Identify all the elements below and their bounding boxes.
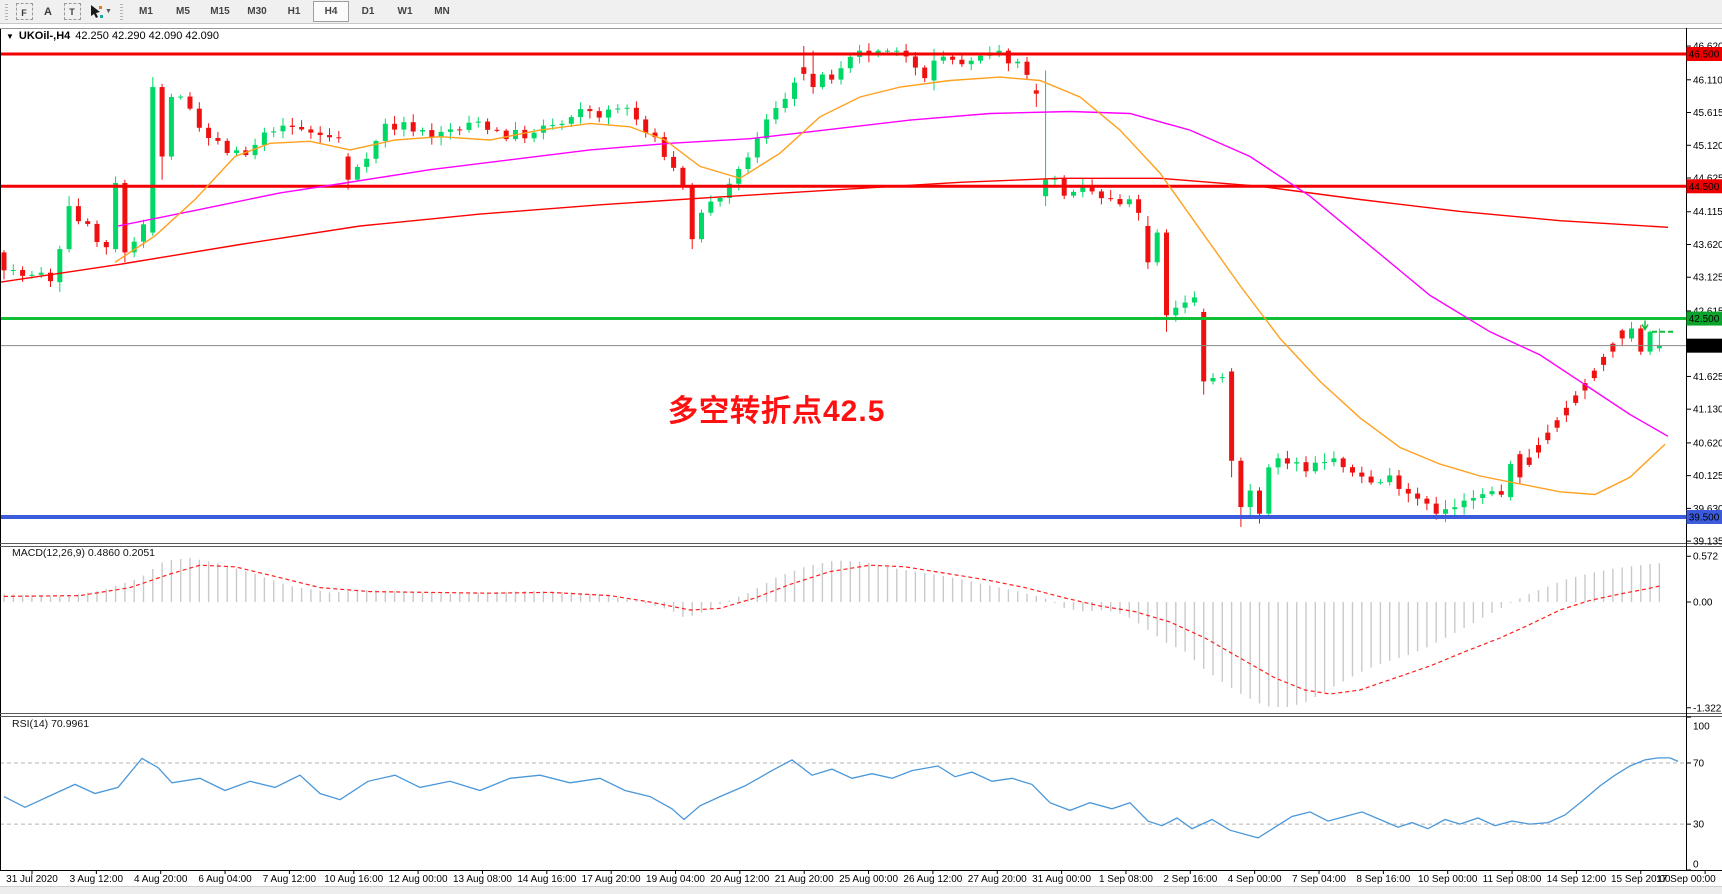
macd-axis-label: 0.572 xyxy=(1693,552,1718,563)
date-axis-label: 4 Aug 20:00 xyxy=(134,874,188,885)
date-axis-label: 6 Aug 04:00 xyxy=(198,874,252,885)
date-axis-label: 19 Aug 04:00 xyxy=(646,874,705,885)
timeframe-button-MN[interactable]: MN xyxy=(434,6,450,17)
horizontal-level-lines xyxy=(0,52,1686,519)
price-tag-46.500: 46.500 xyxy=(1689,50,1720,61)
date-axis-label: 10 Sep 00:00 xyxy=(1418,874,1478,885)
date-axis-label: 15 Sep 20:00 xyxy=(1611,874,1671,885)
date-axis-label: 13 Aug 08:00 xyxy=(453,874,512,885)
timeframe-button-M30[interactable]: M30 xyxy=(247,6,267,17)
rsi-line xyxy=(3,757,1679,839)
rsi-indicator-label: RSI(14) 70.9961 xyxy=(12,718,90,730)
timeframe-button-W1[interactable]: W1 xyxy=(397,6,413,17)
timeframe-button-M15[interactable]: M15 xyxy=(210,6,230,17)
price-axis-label: 41.130 xyxy=(1693,405,1722,416)
rsi-axis-label: 100 xyxy=(1693,722,1710,733)
price-axis-label: 39.135 xyxy=(1693,537,1722,548)
text-t-glyph: T xyxy=(69,6,75,17)
price-axis-label: 43.620 xyxy=(1693,240,1722,251)
date-axis-label: 12 Aug 00:00 xyxy=(389,874,448,885)
price-axis-label: 46.110 xyxy=(1693,75,1722,86)
timeframe-button-D1[interactable]: D1 xyxy=(361,6,375,17)
date-axis-label: 31 Jul 2020 xyxy=(6,874,58,885)
rsi-axis-label: 30 xyxy=(1693,820,1705,831)
price-tag-42.500: 42.500 xyxy=(1689,314,1720,325)
date-axis-label: 2 Sep 16:00 xyxy=(1163,874,1217,885)
toolbar-grip-2[interactable] xyxy=(120,3,123,20)
price-axis: 46.62046.11045.61545.12044.62544.11543.6… xyxy=(1686,42,1722,871)
text-box-icon[interactable]: T xyxy=(61,2,83,22)
price-axis-label: 40.620 xyxy=(1693,438,1722,449)
date-axis-label: 31 Aug 00:00 xyxy=(1032,874,1091,885)
indicator-f-glyph: F xyxy=(21,8,27,18)
text-label-icon[interactable]: A xyxy=(37,2,59,22)
macd-signal-line xyxy=(3,564,1663,695)
chart-annotation-text: 多空转折点42.5 xyxy=(668,395,886,428)
price-axis-label: 44.625 xyxy=(1693,174,1722,185)
symbol-period-label: UKOil-,H4 xyxy=(18,30,71,42)
macd-histogram xyxy=(3,558,1661,708)
chart-dropdown-icon[interactable]: ▼ xyxy=(6,31,14,41)
price-axis-label: 39.630 xyxy=(1693,504,1722,515)
date-axis-label: 8 Sep 16:00 xyxy=(1356,874,1410,885)
date-axis-label: 10 Aug 16:00 xyxy=(324,874,383,885)
price-axis-label: 45.120 xyxy=(1693,141,1722,152)
date-axis-label: 7 Sep 04:00 xyxy=(1292,874,1346,885)
price-axis-label: 41.625 xyxy=(1693,372,1722,383)
cursor-icon xyxy=(91,4,104,18)
rsi-axis-label: 0 xyxy=(1693,860,1699,871)
date-axis-label: 14 Aug 16:00 xyxy=(517,874,576,885)
date-axis-label: 4 Sep 00:00 xyxy=(1228,874,1282,885)
chevron-down-icon: ▼ xyxy=(105,8,112,15)
timeframe-button-H1[interactable]: H1 xyxy=(287,6,301,17)
ma-orange xyxy=(114,76,1666,496)
ma-red-slow xyxy=(0,177,1669,283)
timeframe-button-M5[interactable]: M5 xyxy=(176,6,190,17)
date-axis-label: 7 Aug 12:00 xyxy=(263,874,317,885)
timeframe-button-M1[interactable]: M1 xyxy=(139,6,153,17)
price-tag-44.500: 44.500 xyxy=(1689,182,1720,193)
date-axis-label: 3 Aug 12:00 xyxy=(70,874,124,885)
price-axis-label: 45.615 xyxy=(1693,108,1722,119)
text-a-glyph: A xyxy=(44,5,52,18)
date-axis-label: 27 Aug 20:00 xyxy=(968,874,1027,885)
cursor-tool-icon[interactable]: ▼ xyxy=(85,2,115,22)
date-axis-label: 14 Sep 12:00 xyxy=(1547,874,1607,885)
macd-indicator-label: MACD(12,26,9) 0.4860 0.2051 xyxy=(12,547,156,559)
window-bottom-strip xyxy=(0,886,1722,894)
timeframe-toolbar: M1 M5 M15 M30 H1 H4 D1 W1 MN xyxy=(128,1,460,22)
macd-axis-label: 0.00 xyxy=(1693,598,1713,609)
chart-header: ▼ UKOil-,H4 42.250 42.290 42.090 42.090 xyxy=(6,30,219,42)
date-axis-label: 17 Aug 20:00 xyxy=(582,874,641,885)
date-axis-label: 25 Aug 00:00 xyxy=(839,874,898,885)
indicator-list-icon[interactable]: F xyxy=(13,2,35,22)
toolbar-grip[interactable] xyxy=(5,3,8,20)
ohlc-values: 42.250 42.290 42.090 42.090 xyxy=(75,30,220,42)
date-axis-label: 21 Aug 20:00 xyxy=(775,874,834,885)
timeframe-button-H4[interactable]: H4 xyxy=(313,1,349,22)
down-arrow-mark xyxy=(1641,320,1649,332)
price-axis-label: 40.125 xyxy=(1693,471,1722,482)
price-axis-label: 43.125 xyxy=(1693,273,1722,284)
rsi-axis-label: 70 xyxy=(1693,758,1705,769)
date-axis-label: 1 Sep 08:00 xyxy=(1099,874,1153,885)
date-axis-label: 26 Aug 12:00 xyxy=(903,874,962,885)
toolbar: F A T ▼ M1 M5 M15 M30 H1 H4 D1 W1 MN xyxy=(0,0,1722,24)
price-axis-label: 44.115 xyxy=(1693,207,1722,218)
date-axis-label: 11 Sep 08:00 xyxy=(1483,874,1542,885)
date-axis: 31 Jul 2020 3 Aug 12:00 4 Aug 20:00 6 Aug 0… xyxy=(6,870,1716,885)
date-axis-label: 17 Sep 00:00 xyxy=(1656,874,1716,885)
price-tag-42.090: 42.090 xyxy=(1689,341,1720,352)
date-axis-label: 20 Aug 12:00 xyxy=(710,874,769,885)
price-tag-39.500: 39.500 xyxy=(1689,512,1720,523)
ma-magenta xyxy=(117,110,1669,437)
